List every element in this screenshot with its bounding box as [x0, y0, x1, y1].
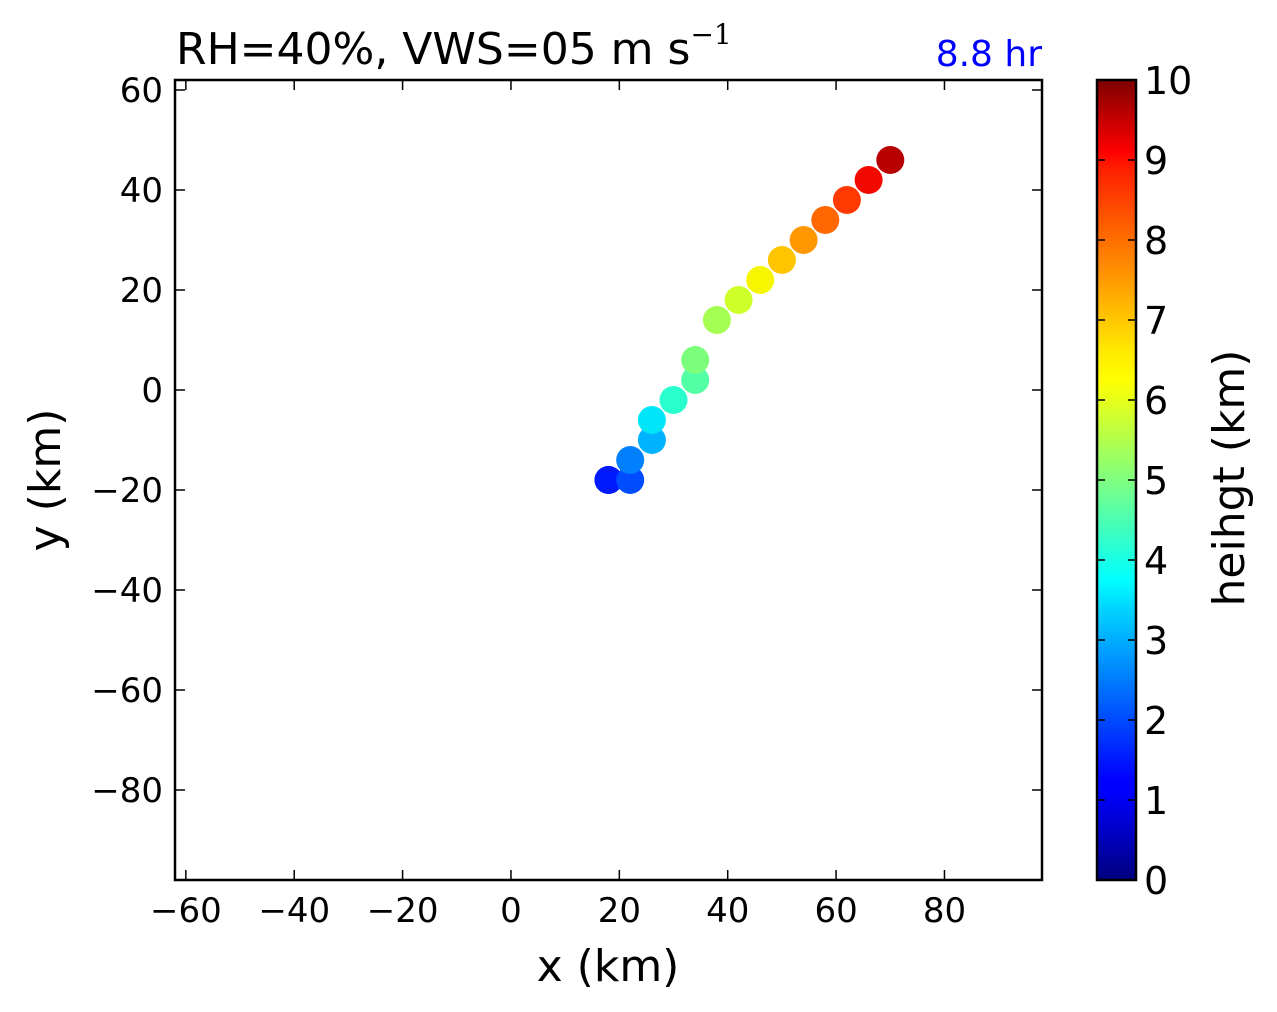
colorbar-tick-label: 1: [1144, 779, 1168, 823]
title-superscript: −1: [690, 18, 731, 51]
scatter-point: [637, 426, 666, 454]
scatter-point: [681, 346, 710, 374]
x-tick-label: 80: [923, 891, 966, 931]
scatter-point: [746, 266, 775, 294]
colorbar-tick-label: 5: [1144, 459, 1168, 503]
y-tick-label: 60: [120, 71, 163, 111]
scatter-point: [876, 146, 905, 174]
scatter-point: [811, 206, 840, 234]
colorbar-tick-label: 0: [1144, 859, 1168, 903]
scatter-point: [767, 246, 796, 274]
x-axis-ticks: −60 −40 −20 0 20 40 60 80: [150, 80, 966, 931]
y-axis-ticks: 60 40 20 0 −20 −40 −60 −80: [91, 71, 1042, 811]
x-tick-label: −20: [367, 891, 439, 931]
colorbar-tick-label: 10: [1144, 59, 1192, 103]
y-tick-label: −40: [91, 571, 163, 611]
colorbar-tick-label: 4: [1144, 539, 1168, 583]
scatter-point: [637, 406, 666, 434]
points-layer: [594, 146, 905, 494]
scatter-point: [702, 306, 731, 334]
x-axis-label: x (km): [537, 941, 680, 992]
plot-area: −60 −40 −20 0 20 40 60 80 60 40 20 0 −20 −40 −60 −80: [91, 71, 1044, 931]
colorbar-tick-label: 3: [1144, 619, 1168, 663]
chart-title: RH=40%, VWS=05 m s−1: [176, 18, 732, 75]
colorbar-tick-label: 9: [1144, 139, 1168, 183]
y-tick-label: 40: [120, 171, 163, 211]
x-tick-label: 0: [500, 891, 522, 931]
colorbar-tick-label: 7: [1144, 299, 1168, 343]
scatter-point: [616, 446, 645, 474]
scatter-point: [594, 466, 623, 494]
y-tick-label: 0: [141, 371, 163, 411]
scatter-point: [681, 366, 710, 394]
y-axis-label: y (km): [20, 409, 71, 552]
colorbar-label: heihgt (km): [1204, 350, 1255, 607]
y-tick-label: −60: [91, 671, 163, 711]
scatter-point: [789, 226, 818, 254]
scatter-point: [616, 466, 645, 494]
x-tick-label: 40: [706, 891, 749, 931]
x-tick-label: −40: [258, 891, 330, 931]
x-tick-label: 60: [814, 891, 857, 931]
colorbar-tick-label: 6: [1144, 379, 1168, 423]
scatter-point: [659, 386, 688, 414]
colorbar-tick-label: 8: [1144, 219, 1168, 263]
scatter-point: [724, 286, 753, 314]
x-tick-label: 20: [598, 891, 641, 931]
y-tick-label: 20: [120, 271, 163, 311]
y-tick-label: −20: [91, 471, 163, 511]
scatter-point: [832, 186, 861, 214]
x-tick-label: −60: [150, 891, 222, 931]
colorbar-ticks: 0 1 2 3 4 5 6 7 8 9 10: [1097, 59, 1192, 903]
colorbar: 0 1 2 3 4 5 6 7 8 9 10: [1095, 59, 1192, 903]
plot-frame: [173, 78, 1044, 882]
colorbar-tick-label: 2: [1144, 699, 1168, 743]
time-label: 8.8 hr: [936, 34, 1043, 75]
scatter-point: [854, 166, 883, 194]
y-tick-label: −80: [91, 771, 163, 811]
